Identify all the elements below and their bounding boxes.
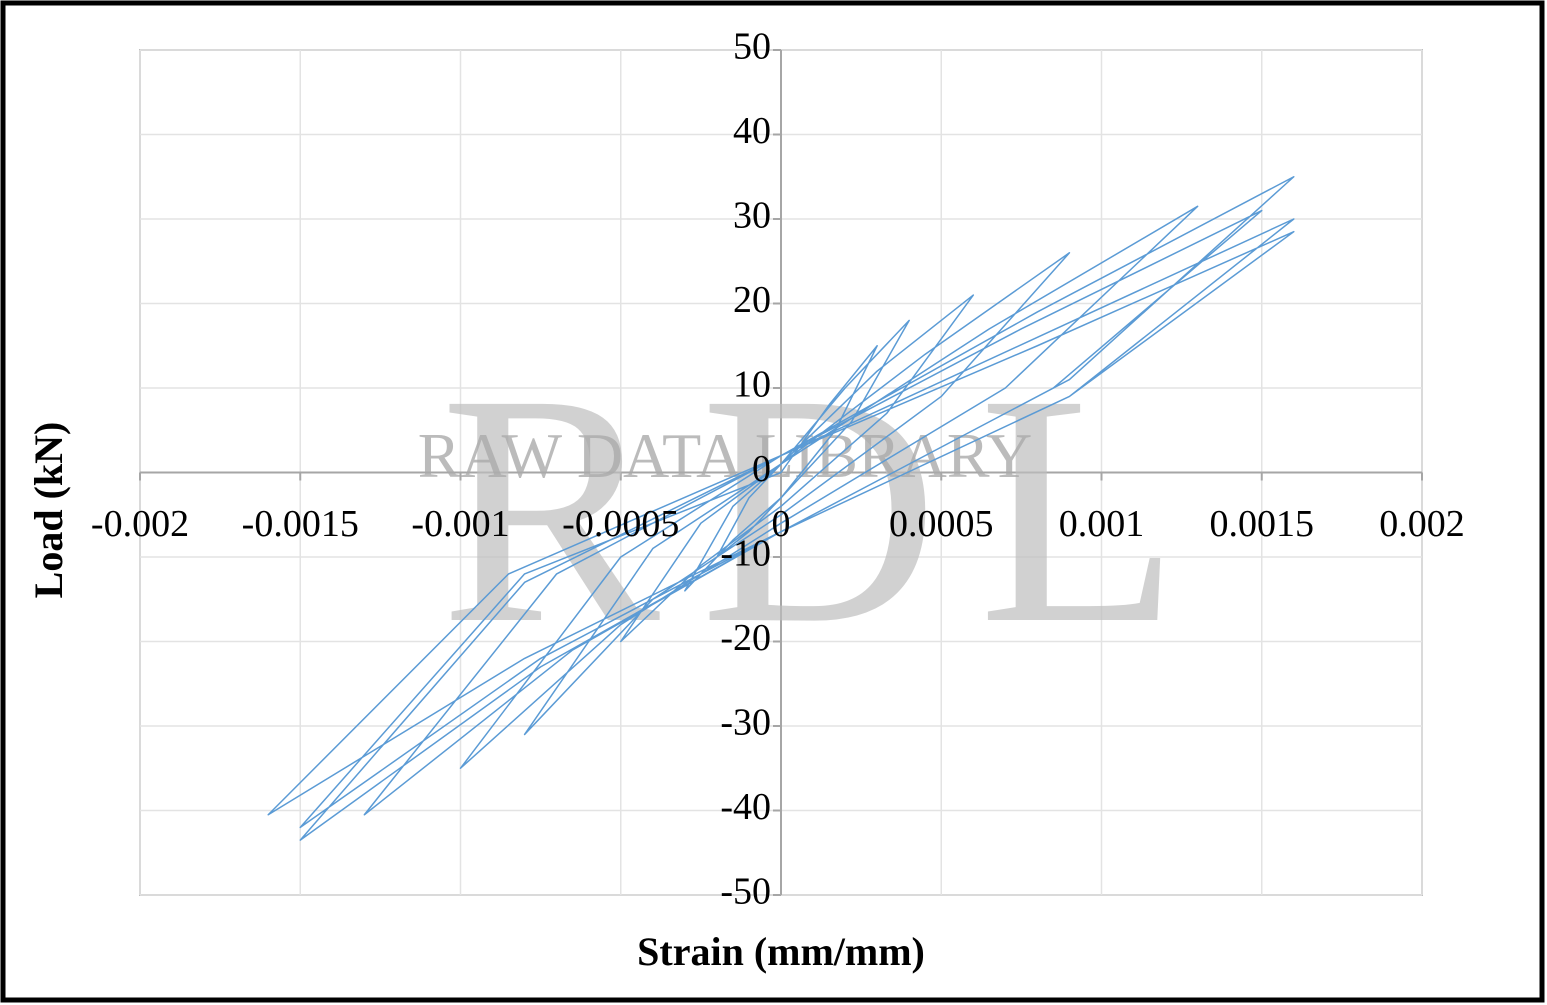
y-tick-label: -40 (720, 786, 771, 828)
watermark-letters: RDL (440, 327, 1220, 692)
data-line (267, 176, 1295, 841)
y-tick-label: -10 (720, 533, 771, 575)
x-axis-label: Strain (mm/mm) (637, 929, 925, 974)
y-tick-label: 10 (733, 364, 771, 406)
x-tick-label: -0.002 (91, 503, 189, 545)
y-tick-label: 20 (733, 279, 771, 321)
y-tick-label: -50 (720, 871, 771, 913)
y-tick-label: 50 (733, 26, 771, 68)
y-axis-label: Load (kN) (26, 422, 71, 599)
y-tick-label: 40 (733, 110, 771, 152)
x-tick-label: 0.001 (1059, 503, 1145, 545)
x-tick-label: 0 (772, 503, 791, 545)
y-tick-label: -20 (720, 617, 771, 659)
y-tick-label: 30 (733, 195, 771, 237)
y-tick-label: -30 (720, 702, 771, 744)
plot (267, 176, 1295, 841)
x-tick-label: 0.002 (1379, 503, 1465, 545)
y-tick-label: 0 (752, 448, 771, 490)
x-tick-label: 0.0005 (889, 503, 994, 545)
x-tick-label: -0.0005 (562, 503, 679, 545)
x-tick-label: -0.001 (411, 503, 509, 545)
x-tick-label: -0.0015 (242, 503, 359, 545)
grid (139, 49, 1423, 896)
x-tick-label: 0.0015 (1210, 503, 1315, 545)
